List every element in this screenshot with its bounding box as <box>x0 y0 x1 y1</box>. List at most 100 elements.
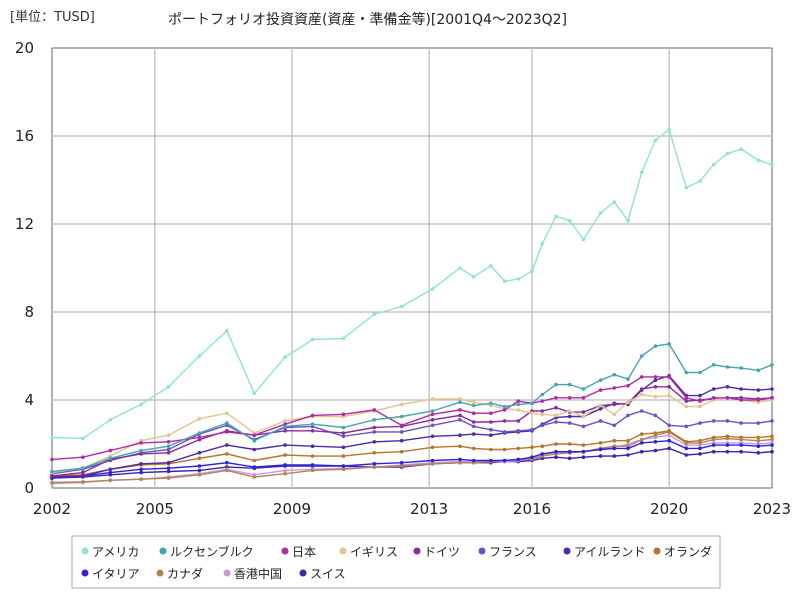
legend-marker <box>339 547 347 555</box>
legend-label: アメリカ <box>92 545 139 559</box>
data-point <box>612 446 617 451</box>
data-point <box>197 435 202 440</box>
data-point <box>667 446 671 451</box>
data-point <box>598 447 603 452</box>
data-point <box>252 433 257 438</box>
data-point <box>283 355 287 359</box>
data-point <box>166 440 171 444</box>
data-point <box>612 402 617 407</box>
data-point <box>598 441 603 445</box>
data-point <box>739 366 743 370</box>
data-point <box>653 344 658 348</box>
legend-label: イギリス <box>350 545 398 559</box>
y-tick-label: 8 <box>24 303 34 321</box>
data-point <box>598 407 603 411</box>
data-point <box>639 387 644 391</box>
data-point <box>667 433 671 438</box>
data-point <box>310 413 315 418</box>
data-point <box>372 408 377 412</box>
data-point <box>756 388 761 392</box>
data-point <box>639 437 644 442</box>
data-point <box>667 429 671 433</box>
data-point <box>139 452 143 456</box>
data-point <box>471 424 476 429</box>
data-point <box>698 179 702 183</box>
legend-marker <box>653 547 661 555</box>
data-point <box>684 453 689 457</box>
data-point <box>770 443 774 447</box>
data-point <box>166 451 171 455</box>
x-tick-label: 2020 <box>650 500 688 518</box>
data-point <box>139 467 143 472</box>
legend-item: イギリス <box>339 545 398 559</box>
data-point <box>725 385 730 389</box>
data-point <box>598 378 603 383</box>
data-point <box>626 400 630 405</box>
legend-item: アメリカ <box>81 545 139 559</box>
x-tick-label: 2009 <box>273 500 311 518</box>
series-ルクセンブルク <box>50 342 774 474</box>
data-point <box>639 392 644 397</box>
data-point <box>341 467 346 472</box>
data-point <box>554 214 558 219</box>
data-point <box>283 471 287 476</box>
data-point <box>471 446 476 451</box>
data-point <box>372 425 377 430</box>
data-point <box>554 449 558 454</box>
data-point <box>430 458 435 463</box>
data-point <box>197 416 202 421</box>
data-point <box>225 421 229 425</box>
y-tick-labels: 0 4 8 12 16 20 <box>15 39 34 497</box>
data-point <box>225 430 229 434</box>
data-point <box>540 409 545 413</box>
legend-box <box>71 535 721 589</box>
data-point <box>341 445 346 450</box>
data-point <box>530 445 534 450</box>
data-point <box>770 387 774 391</box>
data-point <box>197 468 202 473</box>
legend-label: フランス <box>489 545 537 559</box>
data-point <box>502 279 507 284</box>
data-point <box>756 398 761 402</box>
data-point <box>341 454 346 458</box>
data-point <box>516 419 521 423</box>
data-point <box>711 443 716 447</box>
data-point <box>684 396 689 400</box>
data-point <box>502 430 507 434</box>
data-point <box>530 427 534 432</box>
data-point <box>554 455 558 460</box>
data-point <box>225 468 229 473</box>
legend-item: 香港中国 <box>223 566 282 581</box>
x-tick-label: 2002 <box>33 500 71 518</box>
data-point <box>310 429 315 433</box>
data-point <box>283 468 287 473</box>
data-point <box>489 411 493 416</box>
legend-marker <box>413 547 421 555</box>
series-フランス <box>50 409 774 476</box>
data-point <box>430 412 435 417</box>
chart-title: ポートフォリオ投資資産(資産・準備金等)[2001Q4～2023Q2] <box>168 11 567 28</box>
data-point <box>567 456 572 461</box>
data-point <box>540 399 545 403</box>
data-point <box>471 275 476 279</box>
data-point <box>612 423 617 428</box>
data-point <box>581 424 586 429</box>
data-point <box>554 405 558 410</box>
data-point <box>166 444 171 449</box>
data-point <box>283 463 287 467</box>
series-日本 <box>50 375 774 462</box>
data-point <box>252 475 257 479</box>
data-point <box>458 460 462 465</box>
data-point <box>81 470 85 475</box>
data-point <box>166 466 171 471</box>
data-point <box>108 470 113 475</box>
data-point <box>626 218 630 223</box>
data-point <box>197 354 202 358</box>
data-point <box>725 151 730 156</box>
data-point <box>739 147 743 151</box>
data-point <box>698 438 702 443</box>
data-point <box>166 433 171 438</box>
data-point <box>567 409 572 413</box>
data-point <box>581 449 586 454</box>
data-point <box>502 458 507 463</box>
